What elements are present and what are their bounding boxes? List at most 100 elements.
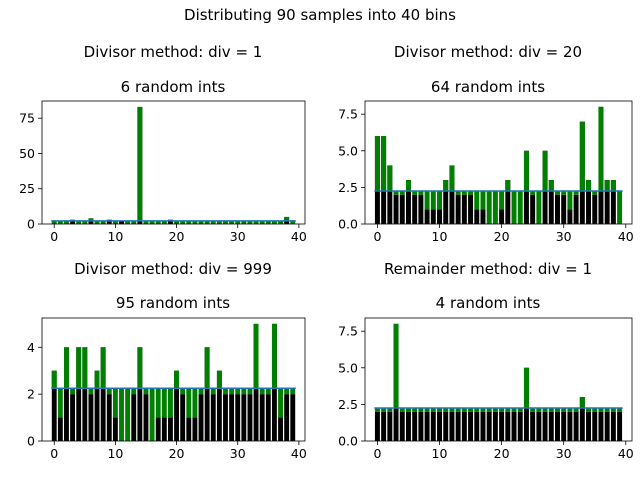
- deviation-bar: [511, 408, 517, 412]
- deviation-bar: [418, 191, 424, 195]
- count-bar: [137, 347, 143, 441]
- count-bar: [381, 411, 387, 441]
- deviation-bar: [486, 191, 492, 224]
- deviation-bar: [579, 121, 585, 192]
- deviation-bar: [131, 388, 137, 395]
- deviation-bar: [424, 191, 430, 210]
- count-bar: [235, 394, 241, 441]
- deviation-bar: [449, 165, 455, 192]
- count-bar: [412, 194, 418, 224]
- deviation-bar: [88, 218, 94, 221]
- deviation-bar: [418, 408, 424, 412]
- deviation-bar: [536, 408, 542, 412]
- deviation-bar: [131, 220, 137, 224]
- panel-subtitle: 6 random ints: [121, 78, 226, 96]
- count-bar: [530, 194, 536, 224]
- count-bar: [567, 411, 573, 441]
- count-bar: [492, 411, 498, 441]
- deviation-bar: [586, 180, 592, 192]
- chart-panel-1: Divisor method: div = 1 6 random ints 0 1…: [19, 43, 307, 244]
- deviation-bar: [592, 191, 598, 195]
- deviation-bar: [449, 408, 455, 412]
- count-bar: [51, 370, 57, 441]
- deviation-bar: [247, 220, 253, 224]
- count-bar: [143, 394, 149, 441]
- count-bar: [112, 417, 118, 441]
- count-bar: [100, 347, 106, 441]
- deviation-bar: [51, 370, 57, 389]
- count-bar: [106, 394, 112, 441]
- deviation-bar: [216, 220, 222, 224]
- deviation-bar: [381, 408, 387, 412]
- deviation-bar: [137, 347, 143, 389]
- count-bar: [586, 180, 592, 224]
- deviation-bar: [210, 388, 216, 395]
- deviation-bar: [374, 408, 380, 412]
- count-bar: [204, 347, 210, 441]
- deviation-bar: [186, 388, 192, 418]
- count-bar: [405, 411, 411, 441]
- deviation-bar: [555, 191, 560, 195]
- count-bar: [180, 394, 186, 441]
- deviation-bar: [149, 388, 155, 441]
- panel-subtitle: 4 random ints: [436, 294, 541, 312]
- count-bar: [70, 219, 76, 224]
- count-bar: [443, 180, 449, 224]
- axes-frame: [41, 317, 306, 442]
- count-bar: [430, 411, 436, 441]
- deviation-bar: [542, 408, 548, 412]
- deviation-bar: [278, 220, 283, 224]
- count-bar: [480, 209, 486, 224]
- deviation-bar: [381, 136, 387, 192]
- count-bar: [168, 417, 173, 441]
- deviation-bar: [437, 408, 442, 412]
- count-bar: [461, 411, 467, 441]
- deviation-bar: [94, 370, 100, 389]
- deviation-bar: [125, 388, 131, 441]
- deviation-bar: [198, 220, 204, 224]
- count-bar: [511, 411, 517, 441]
- deviation-bar: [573, 408, 579, 412]
- x-tick-label: 0: [373, 229, 381, 244]
- count-bar: [216, 370, 222, 441]
- panel-title: Remainder method: div = 1: [384, 260, 592, 278]
- count-bar: [223, 394, 228, 441]
- deviation-bar: [94, 220, 100, 224]
- deviation-bar: [405, 180, 411, 192]
- deviation-bar: [180, 388, 186, 395]
- count-bar: [573, 411, 579, 441]
- deviation-bar: [455, 191, 461, 195]
- x-tick-label: 40: [618, 229, 634, 244]
- deviation-bar: [455, 408, 461, 412]
- x-tick-label: 40: [291, 446, 307, 461]
- x-tick-label: 20: [494, 229, 510, 244]
- deviation-bar: [125, 220, 131, 224]
- count-bar: [505, 180, 511, 224]
- x-tick-label: 10: [432, 229, 448, 244]
- deviation-bar: [155, 220, 161, 224]
- deviation-bar: [530, 191, 536, 195]
- deviation-bar: [604, 180, 610, 192]
- deviation-bar: [548, 180, 554, 192]
- deviation-bar: [64, 347, 69, 389]
- deviation-bar: [235, 220, 241, 224]
- count-bar: [455, 411, 461, 441]
- deviation-bar: [174, 220, 179, 224]
- deviation-bar: [430, 191, 436, 210]
- count-bar: [437, 209, 442, 224]
- count-bar: [548, 180, 554, 224]
- deviation-bar: [216, 370, 222, 389]
- count-bar: [94, 370, 100, 441]
- count-bar: [265, 394, 271, 441]
- deviation-bar: [430, 408, 436, 412]
- deviation-bar: [492, 408, 498, 412]
- deviation-bar: [461, 191, 467, 195]
- deviation-bar: [180, 220, 186, 224]
- deviation-bar: [204, 220, 210, 224]
- count-bar: [555, 194, 560, 224]
- x-tick-label: 40: [618, 446, 634, 461]
- y-tick-label: 0.0: [338, 217, 358, 232]
- deviation-bar: [468, 408, 474, 412]
- y-tick-label: 4: [27, 340, 35, 355]
- x-tick-label: 30: [230, 446, 246, 461]
